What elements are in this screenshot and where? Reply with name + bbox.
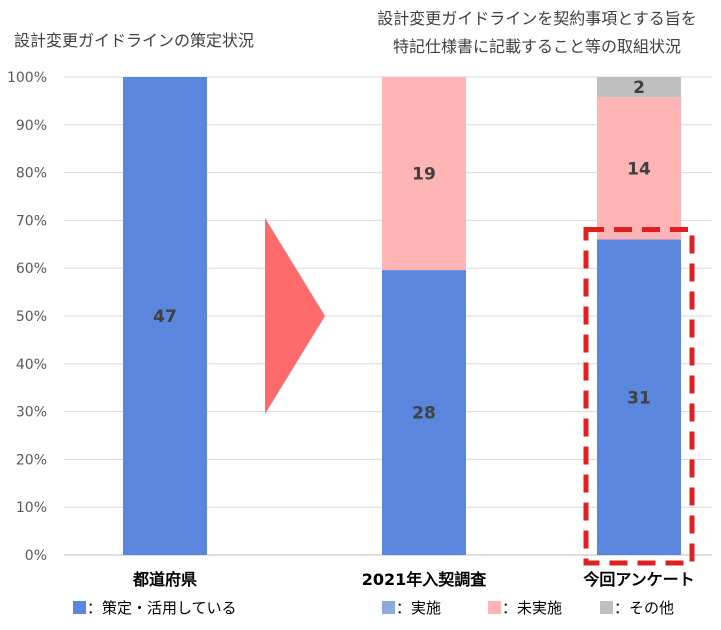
- legend-swatch: [600, 601, 613, 614]
- y-tick-label: 60%: [16, 261, 47, 277]
- legend-label: ：策定・活用している: [87, 599, 237, 617]
- y-tick-label: 30%: [16, 405, 47, 421]
- y-tick-label: 80%: [16, 166, 47, 182]
- legend-swatch: [382, 601, 395, 614]
- category-label: 都道府県: [132, 570, 197, 589]
- y-tick-label: 40%: [16, 357, 47, 373]
- legend-label: ：未実施: [502, 599, 562, 617]
- legend-swatch: [488, 601, 501, 614]
- highlight-box: [583, 227, 695, 566]
- right-chart-title-line1: 設計変更ガイドラインを契約事項とする旨を: [377, 9, 697, 28]
- bar-segment: [597, 77, 681, 98]
- bar-value-label: 31: [627, 388, 651, 408]
- y-tick-label: 0%: [25, 548, 47, 564]
- right-chart-title-line2: 特記仕様書に記載すること等の取組状況: [393, 37, 681, 56]
- y-tick-label: 20%: [16, 452, 47, 468]
- legend-label: ：実施: [396, 599, 441, 617]
- legend-label: ：その他: [614, 599, 674, 617]
- y-tick-label: 90%: [16, 118, 47, 134]
- bar-segment: [597, 97, 681, 240]
- category-label: 今回アンケート: [582, 570, 694, 589]
- bar-segment: [597, 239, 681, 555]
- y-tick-label: 70%: [16, 213, 47, 229]
- bar-value-label: 28: [412, 404, 436, 424]
- category-label: 2021年入契調査: [362, 570, 487, 589]
- bar-value-label: 14: [627, 159, 651, 179]
- bar-segment: [123, 77, 207, 555]
- y-tick-label: 50%: [16, 309, 47, 325]
- arrow-shape: [265, 218, 325, 414]
- bar-value-label: 2: [633, 78, 645, 98]
- bar-value-label: 19: [412, 165, 436, 185]
- bar-segment: [382, 270, 466, 555]
- bar-value-label: 47: [153, 307, 177, 327]
- left-chart-title: 設計変更ガイドラインの策定状況: [14, 31, 254, 50]
- bar-segment: [382, 77, 466, 271]
- legend-swatch: [73, 601, 86, 614]
- y-tick-label: 10%: [16, 500, 47, 516]
- y-tick-label: 100%: [7, 70, 47, 86]
